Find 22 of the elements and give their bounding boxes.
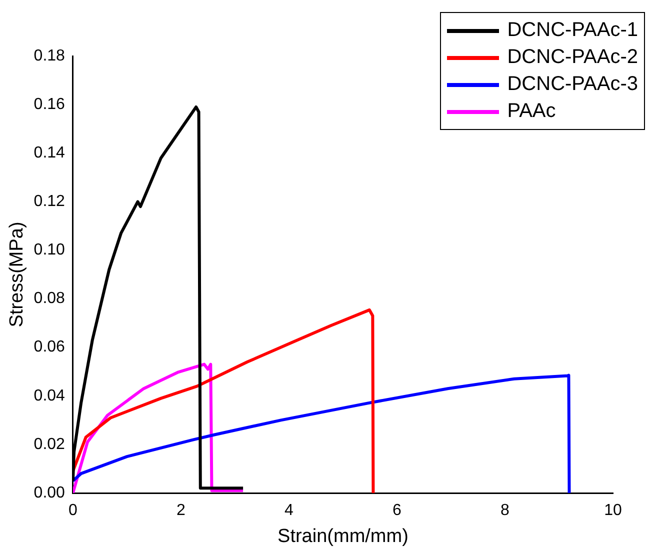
y-tick-label: 0.04	[34, 387, 66, 404]
legend-label: PAAc	[507, 99, 556, 124]
y-tick-label: 0.02	[34, 436, 66, 453]
legend-label: DCNC-PAAc-1	[507, 18, 638, 43]
y-axis-title: Stress(MPa)	[6, 222, 28, 328]
y-tick-label: 0.10	[34, 242, 66, 259]
y-tick-label: 0.16	[34, 96, 66, 113]
y-tick-label: 0.08	[34, 290, 66, 308]
x-tick-label: 0	[68, 502, 78, 520]
x-tick-label: 2	[176, 502, 186, 520]
y-tick-label: 0.00	[34, 484, 66, 502]
x-tick-label: 10	[604, 502, 622, 520]
x-tick-label: 6	[392, 502, 402, 520]
x-tick-label: 4	[284, 502, 294, 520]
legend-label: DCNC-PAAc-3	[507, 72, 638, 97]
x-tick-label: 8	[500, 502, 510, 520]
y-tick-label: 0.18	[34, 47, 66, 64]
legend-label: DCNC-PAAc-2	[507, 45, 638, 70]
y-tick-label: 0.12	[34, 193, 66, 210]
y-tick-label: 0.06	[34, 338, 66, 356]
x-axis-title: Strain(mm/mm)	[278, 526, 408, 547]
y-tick-label: 0.14	[34, 144, 66, 162]
